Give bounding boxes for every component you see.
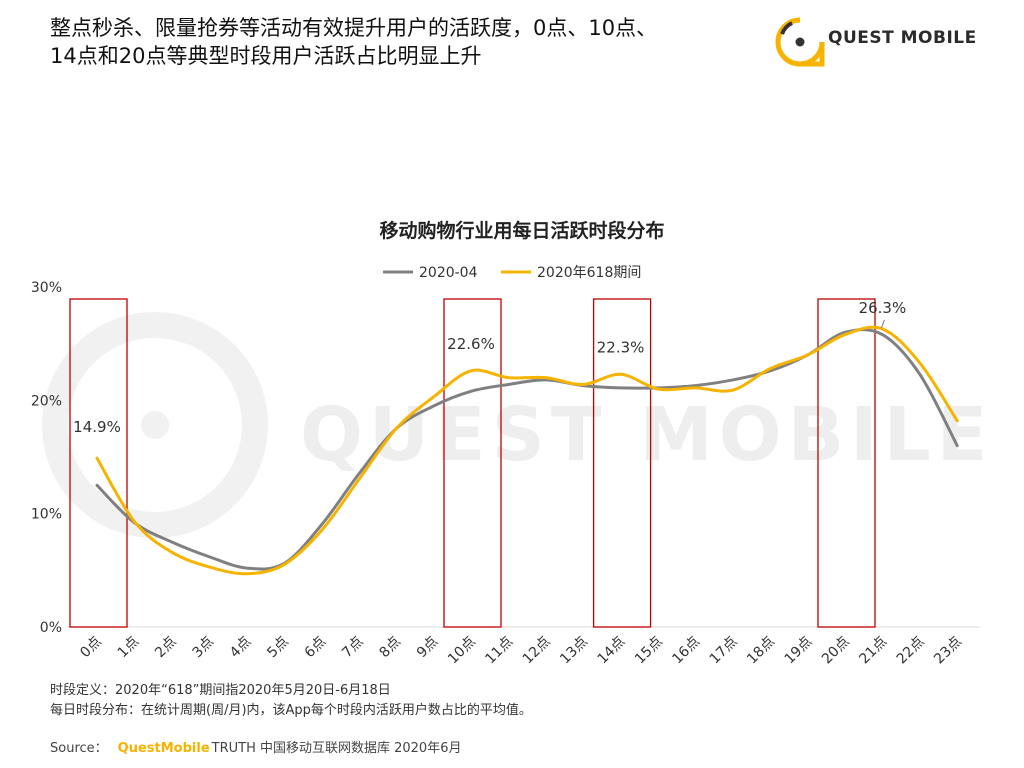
x-tick-label: 3点 <box>190 634 218 662</box>
chart-legend: 2020-04 2020年618期间 <box>383 265 641 281</box>
note-period: 时段定义：2020年“618”期间指2020年5月20日-6月18日 <box>50 683 391 698</box>
x-tick-label: 7点 <box>339 634 367 662</box>
legend-label-0: 2020-04 <box>419 265 478 281</box>
x-tick-label: 20点 <box>819 634 853 668</box>
questmobile-logo: QUEST MOBILE <box>772 14 992 70</box>
x-tick-label: 23点 <box>931 634 965 668</box>
y-tick-label: 30% <box>31 280 62 296</box>
x-tick-label: 0点 <box>77 634 105 662</box>
x-tick-label: 2点 <box>152 634 180 662</box>
data-label: 22.3% <box>597 338 645 356</box>
data-label: 26.3% <box>859 299 907 317</box>
highlight-box <box>592 298 652 628</box>
logo-text: QUEST MOBILE <box>828 28 977 48</box>
x-tick-label: 19点 <box>782 634 816 668</box>
y-tick-label: 20% <box>31 393 62 409</box>
legend-label-1: 2020年618期间 <box>537 265 641 281</box>
y-tick-label: 0% <box>40 620 62 636</box>
note-distribution: 每日时段分布：在统计周期(周/月)内，该App每个时段内活跃用户数占比的平均值。 <box>50 703 532 718</box>
x-tick-label: 8点 <box>377 634 405 662</box>
x-tick-label: 16点 <box>669 634 703 668</box>
x-tick-label: 13点 <box>557 634 591 668</box>
highlight-box <box>817 298 876 628</box>
data-label: 14.9% <box>73 418 121 436</box>
highlight-box <box>69 298 128 628</box>
title-line-1: 整点秒杀、限量抢券等活动有效提升用户的活跃度，0点、10点、 <box>50 16 658 40</box>
x-tick-label: 9点 <box>414 634 442 662</box>
x-tick-label: 10点 <box>445 634 479 668</box>
title-line-2: 14点和20点等典型时段用户活跃占比明显上升 <box>50 44 482 68</box>
source-text: TRUTH 中国移动互联网数据库 2020年6月 <box>211 741 462 756</box>
chart-title: 移动购物行业用每日活跃时段分布 <box>379 219 664 242</box>
x-tick-label: 5点 <box>264 634 292 662</box>
y-tick-label: 10% <box>31 507 62 523</box>
x-tick-label: 11点 <box>482 634 516 668</box>
logo-mark-icon <box>775 17 825 67</box>
x-tick-label: 18点 <box>744 634 778 668</box>
x-tick-label: 15点 <box>632 634 666 668</box>
source-line: Source： QuestMobile TRUTH 中国移动互联网数据库 2020年… <box>50 737 461 756</box>
x-tick-label: 1点 <box>115 634 143 662</box>
x-tick-label: 6点 <box>302 634 330 662</box>
x-tick-label: 17点 <box>707 634 741 668</box>
source-brand: QuestMobile <box>117 741 210 756</box>
page-title: 整点秒杀、限量抢券等活动有效提升用户的活跃度，0点、10点、 14点和20点等典… <box>50 14 780 70</box>
watermark-logo-icon <box>42 312 268 538</box>
x-tick-label: 22点 <box>894 634 928 668</box>
highlight-box <box>443 298 502 628</box>
x-tick-label: 21点 <box>856 634 890 668</box>
x-tick-label: 4点 <box>227 634 255 662</box>
x-tick-label: 12点 <box>520 634 554 668</box>
source-label: Source： <box>50 741 108 756</box>
series-line-1 <box>95 325 959 576</box>
x-tick-label: 14点 <box>595 634 629 668</box>
data-label: 22.6% <box>447 335 495 353</box>
watermark: QUEST MOBILE <box>300 392 993 478</box>
definition-notes: 时段定义：2020年“618”期间指2020年5月20日-6月18日 每日时段分… <box>50 681 532 721</box>
annotation-leader <box>880 319 885 329</box>
